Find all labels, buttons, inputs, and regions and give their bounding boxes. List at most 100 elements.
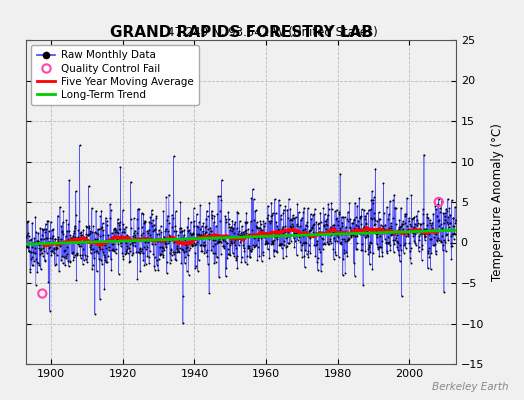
Point bbox=[204, 231, 213, 237]
Point bbox=[339, 256, 347, 262]
Point bbox=[194, 224, 203, 230]
Point bbox=[339, 214, 347, 220]
Point bbox=[278, 224, 287, 230]
Point bbox=[422, 228, 431, 234]
Point bbox=[43, 235, 51, 241]
Point bbox=[210, 219, 218, 225]
Point bbox=[422, 222, 431, 228]
Point bbox=[49, 239, 57, 245]
Point bbox=[432, 206, 440, 213]
Point bbox=[379, 226, 388, 232]
Point bbox=[73, 251, 81, 258]
Point bbox=[150, 254, 159, 260]
Point bbox=[346, 224, 354, 230]
Point bbox=[71, 233, 80, 240]
Point bbox=[236, 232, 244, 239]
Point bbox=[37, 266, 45, 272]
Point bbox=[261, 241, 269, 247]
Point bbox=[39, 245, 47, 251]
Point bbox=[203, 246, 211, 253]
Point bbox=[105, 236, 114, 243]
Point bbox=[30, 250, 39, 256]
Point bbox=[176, 229, 184, 235]
Point bbox=[35, 242, 43, 249]
Point bbox=[277, 212, 285, 218]
Point bbox=[117, 242, 125, 249]
Point bbox=[189, 242, 197, 248]
Point bbox=[183, 224, 191, 230]
Point bbox=[222, 218, 230, 225]
Point bbox=[102, 236, 111, 243]
Point bbox=[140, 244, 148, 250]
Point bbox=[56, 236, 64, 242]
Point bbox=[162, 270, 171, 276]
Point bbox=[226, 227, 234, 234]
Point bbox=[24, 230, 32, 236]
Point bbox=[266, 232, 275, 238]
Point bbox=[80, 257, 88, 264]
Point bbox=[350, 260, 358, 266]
Point bbox=[163, 258, 171, 265]
Point bbox=[83, 259, 91, 266]
Point bbox=[444, 226, 453, 233]
Point bbox=[276, 241, 285, 247]
Point bbox=[148, 240, 156, 247]
Point bbox=[430, 228, 438, 234]
Point bbox=[248, 231, 256, 237]
Point bbox=[44, 218, 52, 224]
Point bbox=[141, 260, 150, 267]
Point bbox=[36, 251, 44, 257]
Point bbox=[78, 232, 86, 239]
Point bbox=[93, 236, 101, 242]
Point bbox=[116, 238, 124, 244]
Point bbox=[108, 234, 116, 240]
Point bbox=[104, 232, 113, 238]
Point bbox=[431, 241, 439, 247]
Point bbox=[443, 219, 451, 226]
Point bbox=[388, 228, 396, 235]
Point bbox=[283, 233, 291, 239]
Point bbox=[81, 237, 89, 243]
Point bbox=[133, 276, 141, 282]
Point bbox=[412, 228, 420, 235]
Point bbox=[160, 238, 169, 244]
Point bbox=[257, 234, 266, 241]
Point bbox=[300, 204, 308, 211]
Point bbox=[32, 258, 41, 265]
Point bbox=[90, 249, 99, 256]
Point bbox=[232, 225, 241, 232]
Point bbox=[77, 242, 85, 249]
Point bbox=[124, 234, 132, 240]
Point bbox=[381, 229, 390, 235]
Point bbox=[82, 234, 90, 240]
Point bbox=[68, 249, 76, 256]
Point bbox=[206, 228, 215, 234]
Point bbox=[101, 256, 110, 263]
Point bbox=[392, 232, 401, 238]
Point bbox=[342, 230, 350, 236]
Point bbox=[397, 204, 405, 211]
Point bbox=[343, 238, 351, 244]
Point bbox=[250, 217, 258, 223]
Point bbox=[117, 236, 126, 243]
Point bbox=[287, 238, 295, 244]
Point bbox=[425, 217, 434, 223]
Point bbox=[71, 251, 79, 258]
Point bbox=[100, 286, 108, 292]
Point bbox=[229, 225, 237, 232]
Point bbox=[376, 233, 385, 239]
Point bbox=[107, 267, 115, 273]
Point bbox=[366, 249, 375, 256]
Point bbox=[290, 227, 299, 233]
Point bbox=[96, 257, 105, 263]
Point bbox=[177, 234, 185, 241]
Point bbox=[167, 252, 176, 258]
Point bbox=[218, 235, 226, 241]
Point bbox=[87, 246, 95, 252]
Point bbox=[31, 282, 40, 288]
Point bbox=[191, 250, 200, 256]
Point bbox=[333, 232, 342, 238]
Point bbox=[224, 209, 233, 215]
Point bbox=[197, 248, 205, 254]
Point bbox=[144, 239, 152, 246]
